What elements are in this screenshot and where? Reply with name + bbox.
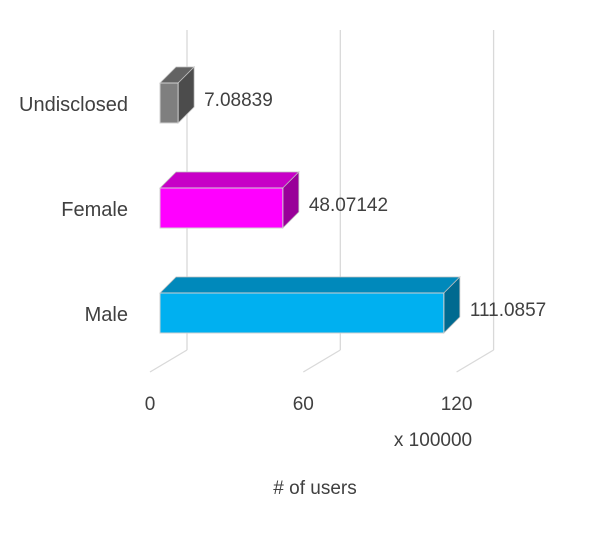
- bar-undisclosed: [159, 66, 196, 124]
- axis-multiplier-label: x 100000: [394, 430, 472, 451]
- floor-gridline: [302, 349, 341, 373]
- floor-gridline: [456, 349, 494, 373]
- bar-front-face: [159, 292, 445, 334]
- x-tick-label: 120: [441, 394, 473, 415]
- bar-front-face: [159, 82, 179, 124]
- bar-female: [159, 171, 300, 229]
- y-category-label: Male: [85, 304, 128, 326]
- bar-front-face: [159, 187, 284, 229]
- y-category-label: Female: [61, 199, 128, 221]
- data-label: 48.07142: [309, 195, 388, 216]
- bar-male: [159, 276, 461, 334]
- x-axis-title: # of users: [273, 478, 356, 499]
- bars: [159, 66, 461, 334]
- data-label: 111.0857: [470, 300, 546, 321]
- data-label: 7.08839: [204, 90, 273, 111]
- bar-top-face: [159, 276, 461, 294]
- floor-gridline: [149, 349, 188, 373]
- y-category-label: Undisclosed: [19, 94, 128, 116]
- labels: 0 60 120 Undisclosed 7.08839 Female 48.07142 Ma…: [19, 90, 546, 415]
- bar-top-face: [159, 171, 300, 189]
- x-tick-label: 0: [145, 394, 156, 415]
- x-tick-label: 60: [293, 394, 314, 415]
